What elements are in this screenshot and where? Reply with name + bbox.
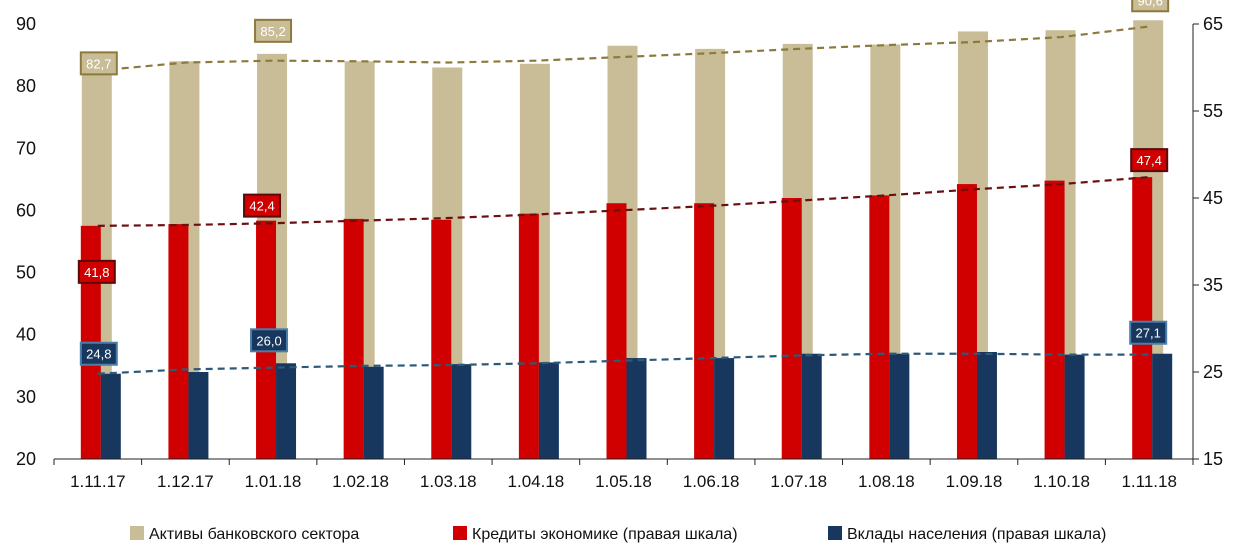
assets-data-label: 82,7: [86, 56, 111, 71]
loans-bar: [606, 203, 627, 459]
right-axis-tick-label: 15: [1203, 449, 1223, 469]
legend-swatch: [130, 526, 144, 540]
right-axis-tick-label: 35: [1203, 275, 1223, 295]
deposits-data-label: 26,0: [256, 333, 281, 348]
deposits-bar: [1064, 354, 1085, 459]
x-tick-label: 1.05.18: [595, 472, 652, 491]
legend-label: Кредиты экономике (правая шкала): [472, 526, 738, 543]
deposits-data-label-box: [1129, 320, 1168, 345]
loans-bar: [694, 203, 715, 459]
x-tick-label: 1.01.18: [245, 472, 302, 491]
loans-data-label: 47,4: [1137, 153, 1162, 168]
loans-data-label-box: [77, 259, 116, 284]
x-tick-label: 1.11.17: [70, 472, 125, 491]
x-tick-label: 1.04.18: [508, 472, 565, 491]
deposits-bar: [714, 358, 735, 459]
deposits-data-label-box: [79, 341, 118, 366]
assets-data-label-box: [79, 51, 118, 76]
x-tick-label: 1.08.18: [858, 472, 915, 491]
loans-bar: [781, 198, 802, 459]
loans-bar: [343, 218, 364, 459]
left-axis-tick-label: 50: [16, 263, 36, 283]
loans-bar: [869, 195, 890, 459]
assets-data-label: 85,2: [260, 24, 285, 39]
deposits-data-label: 27,1: [1136, 326, 1161, 341]
x-tick-label: 1.06.18: [683, 472, 740, 491]
right-axis-tick-label: 65: [1203, 14, 1223, 34]
deposits-data-label-box: [250, 328, 289, 353]
legend-swatch: [453, 526, 467, 540]
deposits-bar: [976, 351, 997, 459]
loans-data-label: 41,8: [84, 265, 109, 280]
left-axis-tick-label: 40: [16, 325, 36, 345]
loans-bar: [1132, 177, 1153, 459]
loans-bar: [956, 184, 977, 459]
legend-label: Активы банковского сектора: [149, 526, 359, 543]
left-axis-tick-label: 80: [16, 76, 36, 96]
right-axis-tick-label: 25: [1203, 362, 1223, 382]
x-tick-label: 1.10.18: [1033, 472, 1090, 491]
deposits-bar: [188, 372, 209, 459]
x-tick-label: 1.02.18: [332, 472, 389, 491]
left-axis-tick-label: 90: [16, 14, 36, 34]
loans-bar: [1044, 180, 1065, 459]
legend-label: Вклады населения (правая шкала): [847, 526, 1106, 543]
right-axis-tick-label: 45: [1203, 188, 1223, 208]
deposits-bar: [100, 373, 121, 459]
deposits-bar: [451, 364, 472, 459]
loans-bar: [168, 224, 189, 459]
assets-data-label-box: [1131, 0, 1170, 13]
x-tick-label: 1.11.18: [1121, 472, 1176, 491]
deposits-bar: [801, 353, 822, 459]
deposits-data-label: 24,8: [86, 347, 111, 362]
assets-trend-line: [97, 25, 1150, 72]
deposits-bar: [276, 363, 297, 459]
assets-data-label-box: [254, 18, 293, 43]
deposits-bar: [626, 358, 647, 459]
assets-data-label: 90,6: [1138, 0, 1163, 8]
left-axis-tick-label: 60: [16, 200, 36, 220]
x-tick-label: 1.09.18: [946, 472, 1003, 491]
loans-trend-line: [97, 176, 1150, 227]
loans-data-label: 42,4: [249, 199, 274, 214]
left-axis-tick-label: 20: [16, 449, 36, 469]
loans-bar: [431, 219, 452, 459]
x-tick-label: 1.03.18: [420, 472, 477, 491]
deposits-trend-line: [97, 352, 1150, 375]
deposits-bar: [363, 366, 384, 459]
left-axis-tick-label: 70: [16, 138, 36, 158]
deposits-bar: [1152, 353, 1173, 459]
right-axis-tick-label: 55: [1203, 101, 1223, 121]
deposits-bar: [889, 353, 910, 459]
x-tick-label: 1.07.18: [770, 472, 827, 491]
legend-swatch: [828, 526, 842, 540]
deposits-bar: [538, 362, 559, 459]
loans-data-label-box: [1130, 148, 1169, 173]
loans-bar: [518, 213, 539, 459]
loans-data-label-box: [243, 193, 282, 218]
left-axis-tick-label: 30: [16, 387, 36, 407]
x-tick-label: 1.12.17: [157, 472, 214, 491]
